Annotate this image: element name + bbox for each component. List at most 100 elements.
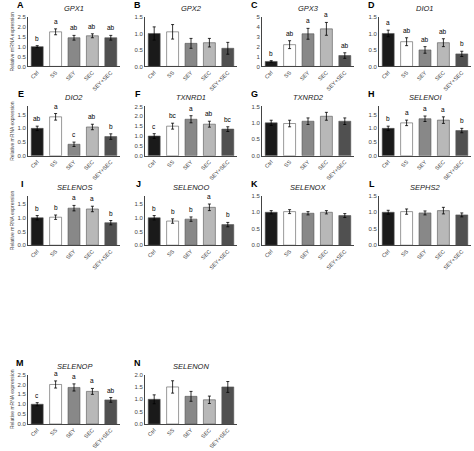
- svg-text:a: a: [189, 105, 193, 112]
- svg-text:D: D: [368, 0, 375, 10]
- svg-text:0.0: 0.0: [252, 242, 261, 248]
- svg-text:ab: ab: [205, 110, 213, 117]
- svg-text:1.5: 1.5: [135, 384, 144, 390]
- svg-text:1.0: 1.0: [135, 31, 144, 37]
- svg-text:1.0: 1.0: [18, 125, 27, 131]
- svg-text:ab: ab: [33, 115, 41, 122]
- svg-text:2.0: 2.0: [18, 24, 27, 30]
- svg-text:H: H: [368, 89, 375, 99]
- svg-text:SS: SS: [166, 248, 176, 258]
- svg-text:C: C: [251, 0, 258, 10]
- svg-text:SEC: SEC: [200, 159, 212, 171]
- svg-text:ab: ab: [88, 113, 96, 120]
- svg-text:I: I: [21, 179, 24, 189]
- svg-text:Ctrl: Ctrl: [147, 159, 157, 169]
- svg-text:SEC: SEC: [434, 248, 446, 260]
- svg-text:1.0: 1.0: [252, 209, 261, 215]
- svg-text:c: c: [72, 131, 76, 138]
- svg-text:SEY+SEC: SEY+SEC: [208, 70, 230, 92]
- svg-text:SEC: SEC: [200, 248, 212, 260]
- svg-text:SELENOS: SELENOS: [57, 183, 92, 192]
- svg-text:SEY+SEC: SEY+SEC: [442, 70, 464, 92]
- svg-text:bc: bc: [224, 116, 232, 123]
- svg-text:b: b: [226, 211, 230, 218]
- svg-text:b: b: [109, 123, 113, 130]
- svg-text:GPX3: GPX3: [298, 4, 319, 13]
- svg-text:a: a: [54, 103, 58, 110]
- svg-text:b: b: [54, 204, 58, 211]
- svg-text:Ctrl: Ctrl: [30, 70, 40, 80]
- svg-text:a: a: [72, 373, 76, 380]
- svg-text:TXNRD2: TXNRD2: [293, 93, 324, 102]
- svg-text:0.5: 0.5: [135, 409, 144, 415]
- svg-text:1.5: 1.5: [252, 104, 261, 110]
- svg-text:1.0: 1.0: [18, 215, 27, 221]
- svg-text:a: a: [386, 19, 390, 26]
- svg-text:SEY: SEY: [182, 69, 194, 81]
- svg-text:K: K: [251, 179, 258, 189]
- svg-text:0.0: 0.0: [18, 242, 27, 248]
- svg-text:a: a: [72, 194, 76, 201]
- svg-text:0.5: 0.5: [369, 47, 378, 53]
- svg-text:SEC: SEC: [83, 427, 95, 439]
- svg-text:1.5: 1.5: [135, 123, 144, 129]
- svg-text:DIO2: DIO2: [65, 93, 83, 102]
- svg-text:A: A: [17, 0, 24, 10]
- svg-text:SS: SS: [283, 159, 293, 169]
- svg-text:1.0: 1.0: [369, 31, 378, 37]
- svg-text:1.5: 1.5: [135, 201, 144, 207]
- svg-text:Ctrl: Ctrl: [264, 159, 274, 169]
- svg-text:SEC: SEC: [317, 248, 329, 260]
- svg-text:SEC: SEC: [83, 70, 95, 82]
- svg-text:SS: SS: [166, 159, 176, 169]
- svg-text:Ctrl: Ctrl: [264, 70, 274, 80]
- svg-text:0.0: 0.0: [18, 421, 27, 427]
- svg-text:SEY: SEY: [299, 159, 311, 171]
- svg-text:Relative mRNA expression: Relative mRNA expression: [9, 12, 15, 72]
- svg-text:N: N: [134, 358, 141, 368]
- svg-text:a: a: [207, 193, 211, 200]
- svg-text:a: a: [90, 195, 94, 202]
- svg-text:0.5: 0.5: [252, 136, 261, 142]
- svg-text:b: b: [189, 206, 193, 213]
- svg-text:a: a: [405, 109, 409, 116]
- svg-text:0.0: 0.0: [135, 64, 144, 70]
- svg-text:Relative mRNA expression: Relative mRNA expression: [9, 101, 15, 161]
- svg-text:1.0: 1.0: [369, 125, 378, 131]
- svg-text:a: a: [54, 18, 58, 25]
- svg-text:SELENOO: SELENOO: [173, 183, 209, 192]
- svg-text:1.5: 1.5: [369, 14, 378, 20]
- svg-text:SEC: SEC: [200, 427, 212, 439]
- svg-text:SEY+SEC: SEY+SEC: [325, 70, 347, 92]
- svg-text:SS: SS: [283, 248, 293, 258]
- svg-text:DIO1: DIO1: [416, 4, 434, 13]
- svg-text:b: b: [171, 208, 175, 215]
- svg-text:0.5: 0.5: [252, 226, 261, 232]
- svg-text:ab: ab: [107, 24, 115, 31]
- svg-text:b: b: [109, 210, 113, 217]
- svg-text:SEC: SEC: [434, 70, 446, 82]
- svg-text:SS: SS: [49, 159, 59, 169]
- svg-text:0.5: 0.5: [369, 139, 378, 145]
- svg-text:SEY: SEY: [416, 69, 428, 81]
- svg-text:1.5: 1.5: [135, 14, 144, 20]
- svg-text:bc: bc: [169, 112, 177, 119]
- svg-text:ab: ab: [439, 28, 447, 35]
- svg-text:SEC: SEC: [317, 159, 329, 171]
- svg-text:SEY: SEY: [65, 159, 77, 171]
- svg-text:b: b: [460, 117, 464, 124]
- svg-text:Ctrl: Ctrl: [147, 70, 157, 80]
- svg-text:2.0: 2.0: [18, 382, 27, 388]
- svg-text:SS: SS: [49, 248, 59, 258]
- svg-text:b: b: [386, 115, 390, 122]
- svg-text:ab: ab: [107, 387, 115, 394]
- svg-text:SEY: SEY: [65, 427, 77, 439]
- svg-text:SEY+SEC: SEY+SEC: [442, 248, 464, 270]
- svg-text:0.0: 0.0: [135, 242, 144, 248]
- svg-text:SELENON: SELENON: [173, 362, 209, 371]
- svg-text:0.0: 0.0: [135, 153, 144, 159]
- svg-text:b: b: [152, 205, 156, 212]
- svg-text:SEY: SEY: [416, 248, 428, 260]
- svg-text:E: E: [18, 89, 24, 99]
- svg-text:L: L: [369, 179, 375, 189]
